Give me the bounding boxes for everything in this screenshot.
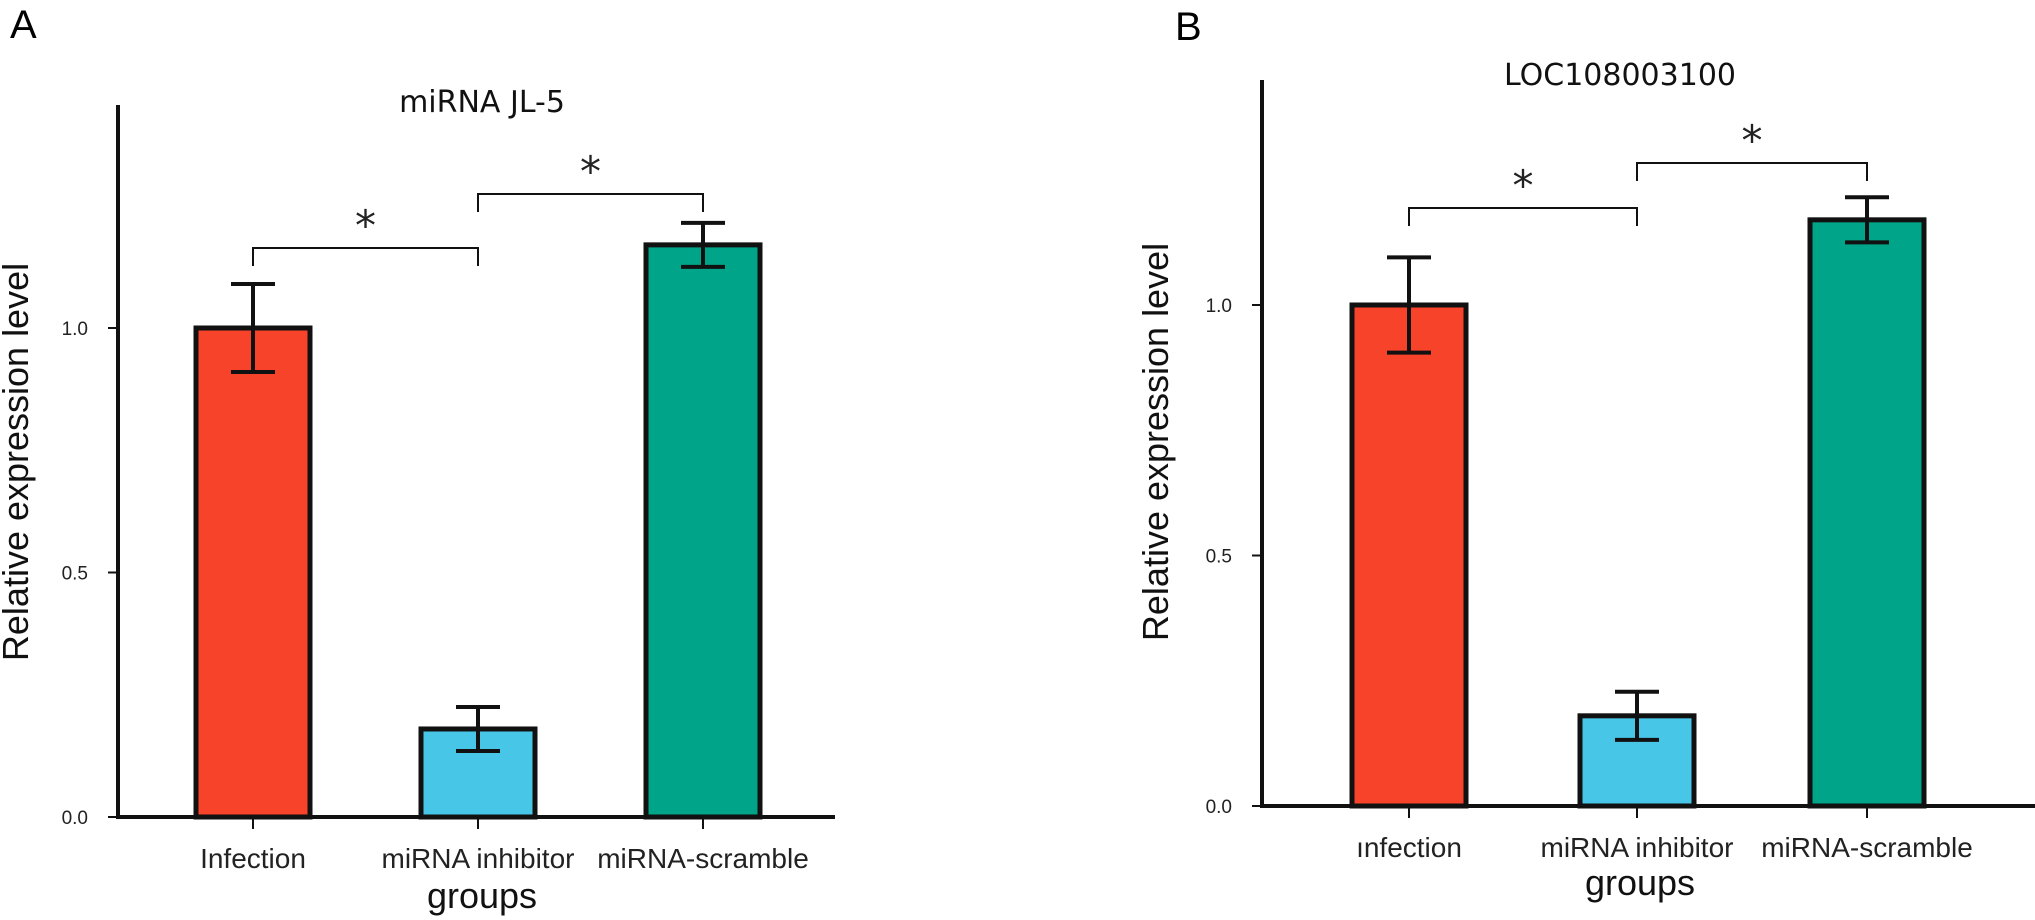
- panel-b-letter: B: [1175, 5, 1202, 49]
- panel-b-x-axis-label: groups: [1585, 862, 1695, 903]
- panel-b-significance-star: *: [1742, 116, 1763, 165]
- panel-a-marks: 0.0 0.5 1.0 Infection miRNA inhibitor miRNA-s…: [62, 105, 835, 874]
- panel-b-bar: [1807, 217, 1927, 809]
- panel-b-category-label: ınfection: [1356, 832, 1462, 863]
- panel-a-significance-star: *: [580, 147, 601, 196]
- panel-a-y-tick-label: 0.5: [62, 564, 88, 585]
- panel-b-y-tick-label: 1.0: [1206, 296, 1232, 317]
- panel-b-y-axis-label: Relative expression level: [1135, 243, 1176, 641]
- panel-b-marks: 0.0 0.5 1.0 ınfection miRNA inhibitor miRNA-s…: [1206, 80, 2035, 863]
- panel-a-y-axis-label: Relative expression level: [0, 263, 36, 661]
- panel-b-category-label: miRNA inhibitor: [1541, 832, 1734, 863]
- panel-b-significance-star: *: [1513, 161, 1534, 210]
- panel-a-category-label: miRNA-scramble: [597, 843, 809, 874]
- panel-b: B LOC108003100 Relative expression level…: [1135, 5, 2035, 903]
- panel-b-title: LOC108003100: [1504, 58, 1736, 93]
- panel-a-letter: A: [10, 3, 37, 47]
- panel-b-significance-bracket: [1408, 207, 1638, 226]
- panel-a-title: miRNA JL-5: [399, 85, 565, 120]
- panel-a-significance-star: *: [355, 201, 376, 250]
- panel-b-significance-bracket: [1636, 162, 1868, 181]
- panel-a-x-axis-label: groups: [427, 875, 537, 916]
- panel-b-category-label: miRNA-scramble: [1761, 832, 1973, 863]
- panel-b-y-tick-label: 0.5: [1206, 547, 1232, 568]
- panel-a-significance-bracket: [252, 247, 479, 266]
- panel-a: A miRNA JL-5 Relative expression level g…: [0, 3, 835, 916]
- panel-b-bar: [1349, 302, 1469, 809]
- panel-a-bar: [193, 325, 313, 820]
- panel-a-y-tick-label: 1.0: [62, 319, 88, 340]
- panel-a-bar: [643, 242, 763, 820]
- panel-a-y-tick-label: 0.0: [62, 808, 88, 829]
- panel-a-significance-bracket: [477, 193, 704, 212]
- panel-b-y-tick-label: 0.0: [1206, 797, 1232, 818]
- panel-a-category-label: miRNA inhibitor: [382, 843, 575, 874]
- panel-a-category-label: Infection: [200, 843, 306, 874]
